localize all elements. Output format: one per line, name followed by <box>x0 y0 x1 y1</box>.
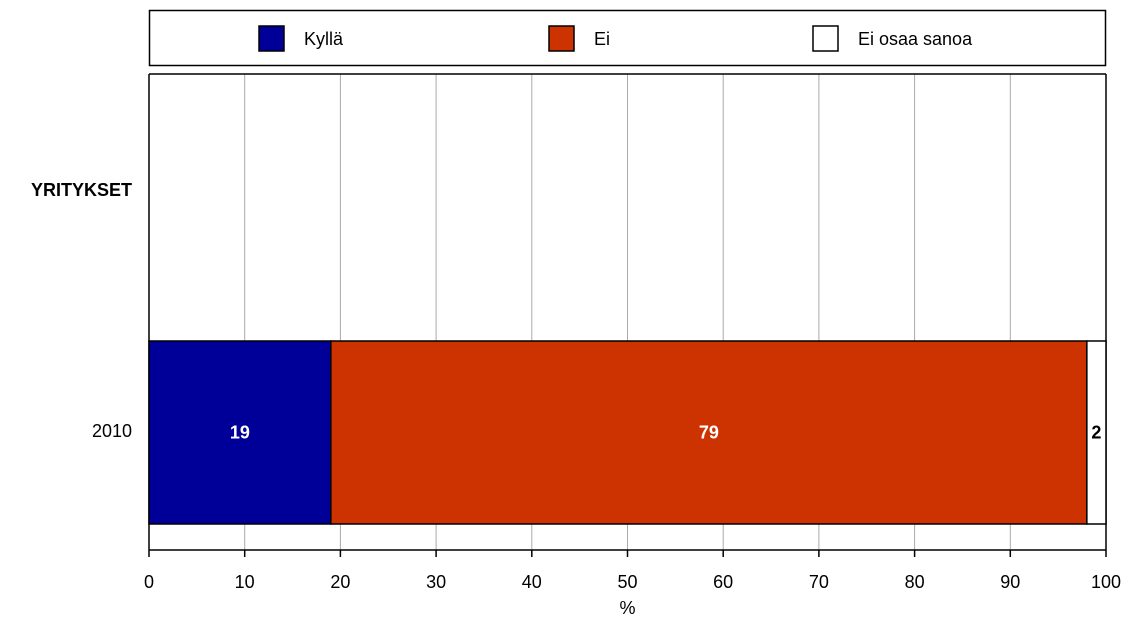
data-label-3: 2 <box>1091 423 1101 443</box>
legend-swatch-1 <box>258 25 285 52</box>
x-tick-label-10: 10 <box>235 572 255 592</box>
legend-swatch-3 <box>812 25 839 52</box>
x-tick-label-70: 70 <box>809 572 829 592</box>
y-axis-labels: YRITYKSET 2010 <box>31 180 132 441</box>
legend-label-2: Ei <box>594 29 610 49</box>
x-tick-label-40: 40 <box>522 572 542 592</box>
x-tick-label-30: 30 <box>426 572 446 592</box>
x-tick-label-100: 100 <box>1091 572 1121 592</box>
category-label-1: YRITYKSET <box>31 180 132 200</box>
legend: Kyllä Ei Ei osaa sanoa <box>148 9 1107 67</box>
category-label-2: 2010 <box>92 421 132 441</box>
x-tick-label-90: 90 <box>1000 572 1020 592</box>
data-label-2: 79 <box>699 423 719 443</box>
legend-box <box>148 9 1107 67</box>
x-tick-label-60: 60 <box>713 572 733 592</box>
legend-swatch-2 <box>548 25 575 52</box>
data-label-1: 19 <box>230 423 250 443</box>
bar-segment-ei-osaa-sanoa <box>1086 340 1107 525</box>
x-tick-label-20: 20 <box>330 572 350 592</box>
x-axis-title: % <box>619 598 635 618</box>
x-tick-label-80: 80 <box>905 572 925 592</box>
x-tick-label-0: 0 <box>144 572 154 592</box>
x-tick-label-50: 50 <box>617 572 637 592</box>
bar-segment-kyll- <box>148 340 332 525</box>
legend-label-1: Kyllä <box>304 29 344 49</box>
legend-label-3: Ei osaa sanoa <box>858 29 973 49</box>
bars: 19 79 2 <box>148 340 1107 525</box>
bar-segment-ei <box>330 340 1088 525</box>
x-axis: 0 10 20 30 40 50 60 70 80 90 100% <box>144 549 1121 618</box>
